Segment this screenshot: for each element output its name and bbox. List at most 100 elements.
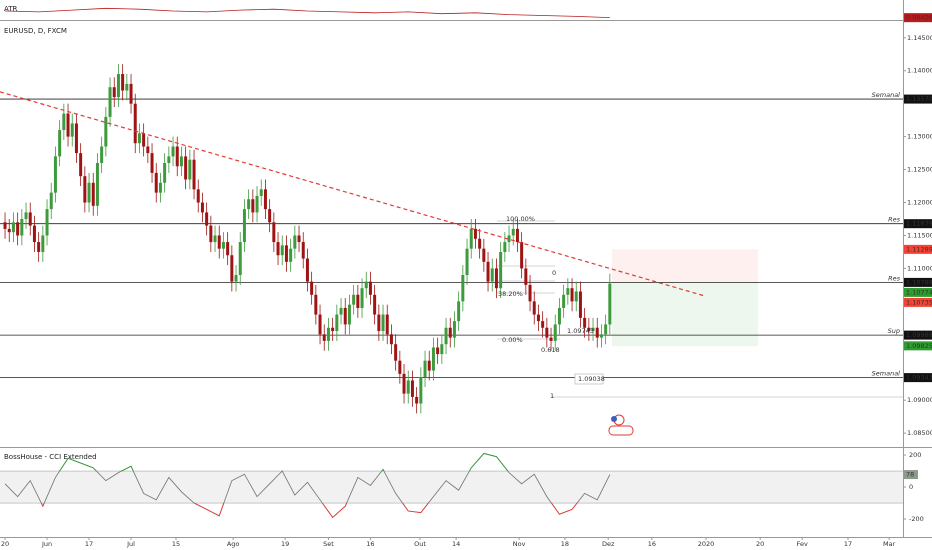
x-tick-label: Ago <box>227 540 240 548</box>
x-tick-label: 20 <box>756 540 764 548</box>
candle-body <box>276 242 280 256</box>
candle-body <box>431 347 435 371</box>
candle-body <box>368 281 372 295</box>
y-tick-label: 1.09000 <box>907 396 932 404</box>
cci-band <box>0 471 903 504</box>
candle-body <box>158 182 162 193</box>
price-box <box>904 373 932 383</box>
candle-body <box>314 294 318 315</box>
candle-body <box>20 219 24 236</box>
candle-body <box>381 314 385 332</box>
x-tick-label: 17 <box>85 540 93 548</box>
candle-body <box>79 153 83 177</box>
y-tick-label: 1.08500 <box>907 429 932 437</box>
candle-body <box>83 176 87 203</box>
candle-body <box>221 242 225 249</box>
candle-body <box>238 242 242 276</box>
candle-body <box>360 288 364 308</box>
annotation-box <box>574 373 604 385</box>
trendline <box>0 91 706 297</box>
price-box <box>904 341 932 351</box>
candle-body <box>436 347 440 355</box>
candle-body <box>503 242 507 252</box>
candle-body <box>150 153 154 173</box>
annotation: 0.00% <box>502 336 523 344</box>
candle-body <box>427 360 431 371</box>
candle-body <box>192 159 196 190</box>
candle-body <box>213 235 217 243</box>
candle-body <box>494 268 498 289</box>
candle-body <box>406 380 410 394</box>
candle-body <box>465 248 469 276</box>
candle-body <box>570 288 574 302</box>
price-box-label: 1.09988 <box>906 331 932 339</box>
candle-body <box>163 162 167 183</box>
x-tick-label: 18 <box>561 540 569 548</box>
candle-body <box>478 238 482 249</box>
stop-zone <box>611 249 759 283</box>
candle-body <box>452 321 456 338</box>
candle-body <box>179 156 183 167</box>
candle-body <box>457 301 461 322</box>
candle-body <box>16 222 20 236</box>
candle-body <box>66 113 70 137</box>
candle-body <box>3 222 7 229</box>
price-box-label: 1.11289 <box>906 245 932 253</box>
candle-body <box>356 294 360 308</box>
candle-body <box>11 222 15 233</box>
candle-body <box>108 87 112 117</box>
x-tick-label: Out <box>414 540 426 548</box>
candle-body <box>116 74 120 98</box>
candle-body <box>515 228 519 243</box>
logo <box>608 414 634 436</box>
candle-body <box>562 294 566 308</box>
candle-body <box>209 225 213 243</box>
price-box-label: 1.09343 <box>906 374 932 382</box>
candle-body <box>536 314 540 322</box>
candle-body <box>352 294 356 305</box>
candle-body <box>272 222 276 243</box>
candle-body <box>335 314 339 332</box>
candle-body <box>469 228 473 249</box>
candle-body <box>574 291 578 302</box>
cci-title: BossHouse - CCI Extended <box>4 453 97 461</box>
candle-body <box>171 146 175 157</box>
candle-body <box>398 360 402 374</box>
candle-body <box>188 159 192 180</box>
x-tick-label: 19 <box>281 540 289 548</box>
candle-body <box>112 87 116 98</box>
x-tick-label: 15 <box>172 540 180 548</box>
price-box-label: 1.11679 <box>906 220 932 228</box>
price-box <box>904 330 932 340</box>
y-tick-label: 1.11000 <box>907 264 932 272</box>
annotation: 1.09038 <box>578 375 605 383</box>
candle-body <box>528 284 532 302</box>
y-tick-label: 1.14000 <box>907 67 932 75</box>
candle-body <box>280 245 284 256</box>
level-tag: Sup <box>888 327 900 335</box>
value-box <box>904 13 932 23</box>
candle-body <box>423 360 427 378</box>
candle-body <box>217 235 221 249</box>
x-tick-label: Mar <box>883 540 896 548</box>
candle-body <box>591 327 595 332</box>
candle-body <box>37 242 41 252</box>
price-box-label: 1.10735 <box>906 298 932 306</box>
candle-body <box>137 133 141 144</box>
candle-body <box>133 103 137 144</box>
candle-body <box>326 327 330 341</box>
candle-body <box>444 327 448 345</box>
atr-line <box>5 7 610 19</box>
candle-body <box>389 334 393 345</box>
candle-body <box>301 242 305 259</box>
candle-body <box>259 189 263 196</box>
price-box-label: 1.10788 <box>906 278 932 286</box>
price-box-label: 1.13570 <box>906 95 932 103</box>
candle-body <box>154 172 158 193</box>
x-tick-label: Dez <box>602 540 615 548</box>
y-tick-label: 1.13000 <box>907 133 932 141</box>
candle-body <box>549 337 553 341</box>
candle-body <box>41 235 45 252</box>
candle-body <box>545 327 549 338</box>
x-tick-label: Jul <box>126 540 135 548</box>
